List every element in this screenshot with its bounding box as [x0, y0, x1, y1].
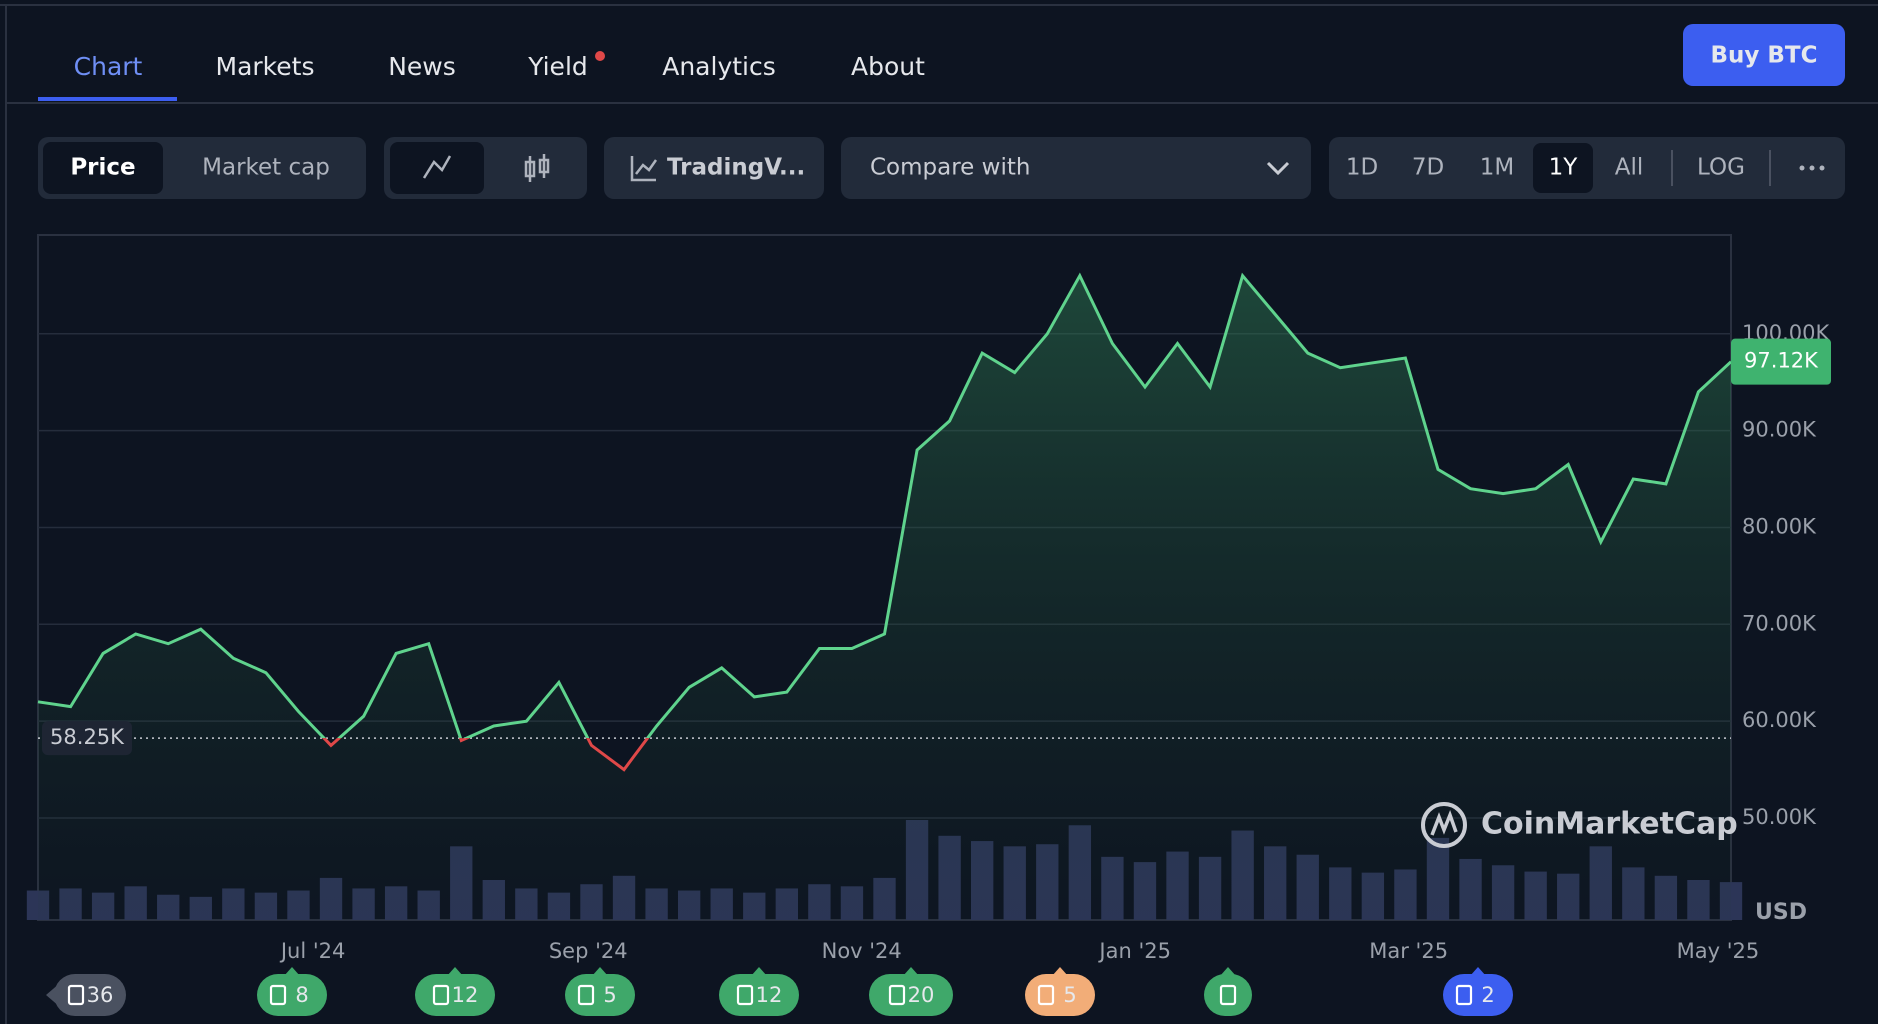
event-icon: [736, 984, 754, 1006]
view-price[interactable]: Price: [70, 155, 135, 181]
range-selected: [1533, 143, 1593, 193]
candle-icon[interactable]: [524, 154, 550, 182]
event-pointer: [46, 983, 60, 1007]
event-count: 5: [1063, 983, 1076, 1007]
view-market-cap[interactable]: Market cap: [202, 155, 330, 181]
y-tick-label: 50.00K: [1742, 805, 1817, 829]
range-option[interactable]: 1M: [1480, 155, 1514, 181]
range-option[interactable]: 7D: [1412, 155, 1444, 181]
line-type-button[interactable]: [390, 142, 484, 194]
events: 36 8 12 5 12 20 5 2: [46, 967, 1513, 1016]
x-tick-label: Sep '24: [549, 939, 628, 963]
currency: USD: [1755, 900, 1807, 925]
event-count: 36: [87, 983, 114, 1007]
compare-label[interactable]: Compare with: [870, 155, 1030, 181]
range-option[interactable]: All: [1615, 155, 1644, 181]
price-line: [37, 272, 1733, 739]
range-option[interactable]: 1D: [1346, 155, 1378, 181]
watermark: [1421, 802, 1467, 848]
view-selected: [43, 142, 163, 194]
baseline-box: [42, 721, 132, 756]
tv-icon-line: [635, 159, 658, 175]
line-icon: [422, 155, 452, 179]
event-count: 2: [1481, 983, 1494, 1007]
event-count: 8: [295, 983, 308, 1007]
ranges: 1D 7D 1M 1Y All: [1346, 143, 1643, 193]
event-icon: [269, 984, 287, 1006]
baseline-label: 58.25K: [50, 725, 125, 749]
event-badge[interactable]: [719, 974, 799, 1016]
event-icon: [67, 984, 85, 1006]
event-count: 12: [452, 983, 479, 1007]
x-tick-label: May '25: [1677, 939, 1760, 963]
watermark-text: CoinMarketCap: [1481, 807, 1738, 842]
current-price-label: 97.12K: [1744, 349, 1819, 373]
event-badge[interactable]: [415, 974, 495, 1016]
range-option[interactable]: 1Y: [1549, 155, 1579, 181]
event-badge[interactable]: [1025, 974, 1095, 1016]
buy-button-label[interactable]: Buy BTC: [1710, 43, 1817, 69]
event-icon: [1219, 984, 1237, 1006]
current-price-box: [1731, 338, 1831, 385]
more-button[interactable]: [1799, 165, 1825, 171]
x-tick-label: Nov '24: [822, 939, 902, 963]
event-pointer: [592, 967, 608, 976]
event-pointer: [1470, 967, 1486, 976]
event-icon: [1037, 984, 1055, 1006]
tab[interactable]: Yield: [527, 52, 588, 81]
event-count: 20: [908, 983, 935, 1007]
event-count: 5: [603, 983, 616, 1007]
event-pointer: [751, 967, 767, 976]
buy-button[interactable]: [1683, 24, 1845, 86]
event-badge[interactable]: [54, 974, 126, 1016]
event-badge[interactable]: [257, 974, 327, 1016]
tv-icon: [630, 156, 656, 182]
x-tick-label: Mar '25: [1369, 939, 1448, 963]
tradingview-label[interactable]: TradingV...: [667, 155, 805, 181]
tab[interactable]: News: [388, 52, 456, 81]
event-icon: [577, 984, 595, 1006]
event-pointer: [1052, 967, 1068, 976]
y-tick-label: 60.00K: [1742, 708, 1817, 732]
event-icon: [888, 984, 906, 1006]
tradingview-button[interactable]: [604, 137, 824, 199]
notification-dot: [595, 51, 605, 61]
event-badge[interactable]: [869, 974, 953, 1016]
event-badge[interactable]: [565, 974, 635, 1016]
compare-select[interactable]: [841, 137, 1311, 199]
x-tick-label: Jan '25: [1097, 939, 1171, 963]
plot: 50.00K60.00K70.00K80.00K90.00K100.00KJul…: [26, 272, 1831, 963]
y-tick-label: 90.00K: [1742, 418, 1817, 442]
event-pointer: [284, 967, 300, 976]
event-badge[interactable]: [1204, 974, 1252, 1016]
tab[interactable]: Chart: [74, 52, 143, 81]
event-badge[interactable]: [1443, 974, 1513, 1016]
tab[interactable]: Markets: [216, 52, 315, 81]
area: [38, 275, 1731, 920]
event-pointer: [1220, 967, 1236, 976]
y-tick-label: 80.00K: [1742, 514, 1817, 538]
event-count: 12: [756, 983, 783, 1007]
event-pointer: [903, 967, 919, 976]
event-icon: [1455, 984, 1473, 1006]
event-pointer: [447, 967, 463, 976]
event-icon: [432, 984, 450, 1006]
tab-underline: [38, 97, 177, 101]
tab[interactable]: Analytics: [662, 52, 776, 81]
chevron: [1266, 161, 1290, 176]
y-tick-label: 70.00K: [1742, 611, 1817, 635]
tab[interactable]: About: [851, 52, 925, 81]
tabs: Chart Markets News Yield Analytics About: [38, 51, 925, 101]
x-tick-label: Jul '24: [279, 939, 346, 963]
log-toggle[interactable]: LOG: [1697, 155, 1745, 181]
